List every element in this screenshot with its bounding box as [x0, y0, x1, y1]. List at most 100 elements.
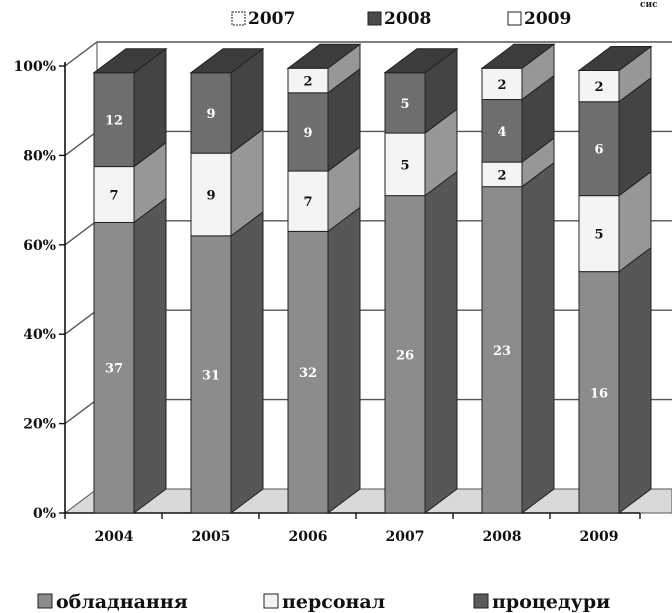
- bar-segment-side: [424, 170, 458, 514]
- bar-segment-front: [481, 99, 523, 163]
- data-label: 2: [303, 75, 312, 90]
- bar-2009: 16 5 6 2: [577, 45, 653, 514]
- bar-2004: 37 7 12: [92, 47, 168, 514]
- bar-segment-front: [287, 230, 329, 514]
- bar-segment: 23: [481, 161, 555, 514]
- bar-2007: 26 5 5: [383, 47, 459, 514]
- top-legend-label-2007: 2007: [248, 9, 295, 29]
- bar-2006: 32 7 9 2: [286, 43, 362, 514]
- axes: 0% 20% 40% 60% 80% 100% 2004 2005 2006 2007 2008 20…: [13, 59, 641, 545]
- y-tick-label: 40%: [23, 327, 56, 343]
- bar-segment: 2: [481, 43, 555, 101]
- bar-2005: 31 9 9: [189, 47, 265, 514]
- dark-gray-square-icon: [473, 593, 489, 609]
- bar-segment-side: [618, 246, 652, 514]
- data-label: 2: [594, 80, 603, 95]
- bar-segment-front: [93, 166, 135, 223]
- data-label: 9: [206, 107, 215, 122]
- data-label: 9: [206, 189, 215, 204]
- data-label: 31: [202, 368, 220, 383]
- bar-top: [286, 43, 362, 69]
- bar-segment-front: [481, 186, 523, 514]
- bar-segment-front: [578, 271, 620, 514]
- data-label: 7: [109, 189, 118, 204]
- bar-segment: 2: [287, 43, 361, 94]
- x-tick-label: 2004: [95, 529, 134, 545]
- top-legend-item-2009: 2009: [507, 9, 571, 29]
- bar-segment: 9: [287, 67, 361, 173]
- data-label: 5: [400, 97, 409, 112]
- bottom-legend: обладнання персонал процедури: [37, 591, 610, 613]
- x-tick-label: 2005: [192, 529, 231, 545]
- white-square-icon: [507, 11, 522, 26]
- bar-segment: 26: [384, 170, 458, 514]
- data-label: 7: [303, 195, 312, 210]
- bar-2008: 23 2 4 2: [480, 43, 556, 514]
- data-label: 5: [594, 228, 603, 243]
- data-label: 16: [590, 386, 608, 401]
- data-label: 5: [400, 158, 409, 173]
- x-tick-label: 2008: [483, 529, 522, 545]
- bar-segment-side: [133, 197, 167, 514]
- bar-segment-front: [190, 235, 232, 514]
- data-label: 32: [299, 366, 317, 381]
- bar-segment: 31: [190, 210, 264, 514]
- y-tick-label: 60%: [23, 238, 56, 254]
- bar-segment-front: [384, 195, 426, 514]
- y-tick-label: 100%: [13, 59, 56, 75]
- bar-segment: 5: [578, 170, 652, 273]
- bar-segment: 32: [287, 206, 361, 514]
- bar-segment: 9: [190, 47, 264, 155]
- bar-top: [383, 48, 459, 74]
- data-label: 37: [105, 362, 123, 377]
- data-label: 2: [497, 78, 506, 93]
- bar-segment-side: [230, 210, 264, 514]
- bar-segment-front: [578, 69, 620, 103]
- bar-segment: 4: [481, 74, 555, 164]
- legend-item-protsedury: процедури: [473, 591, 610, 613]
- bar-top: [92, 48, 168, 74]
- data-label: 6: [594, 143, 603, 158]
- x-tick-label: 2006: [289, 529, 328, 545]
- dark-square-icon: [367, 11, 382, 26]
- gray-square-icon: [37, 593, 53, 609]
- y-tick-label: 0%: [33, 506, 56, 522]
- data-label: 2: [497, 168, 506, 183]
- bars: 37 7 12 31 9 9 32 7 9 2 26 5 5 23 2 4 2 16 5 6 2: [92, 43, 653, 514]
- bar-segment: 12: [93, 47, 167, 168]
- top-legend-item-2007: 2007: [231, 9, 295, 29]
- data-label: 26: [396, 348, 414, 363]
- bar-segment: 7: [93, 141, 167, 224]
- bar-segment-front: [190, 152, 232, 237]
- bar-segment: 9: [190, 128, 264, 237]
- bar-segment-front: [190, 72, 232, 154]
- top-legend-label-2009: 2009: [524, 9, 571, 29]
- y-tick-label: 20%: [23, 417, 56, 433]
- dotted-square-icon: [231, 11, 246, 26]
- bar-segment: 37: [93, 197, 167, 514]
- top-legend-item-2008: 2008: [367, 9, 431, 29]
- bar-segment-side: [327, 206, 361, 514]
- bar-top: [189, 48, 265, 74]
- x-tick-label: 2009: [580, 529, 619, 545]
- data-label: 9: [303, 126, 312, 141]
- x-tick-label: 2007: [386, 529, 425, 545]
- data-label: 4: [497, 125, 506, 140]
- white-square-icon: [263, 593, 279, 609]
- bar-segment-front: [93, 72, 135, 168]
- legend-item-personal: персонал: [263, 591, 385, 613]
- bar-segment-front: [384, 72, 426, 134]
- bar-top: [480, 43, 556, 69]
- data-label: 12: [105, 114, 123, 129]
- legend-label-obladnannya: обладнання: [56, 591, 188, 613]
- data-label: 23: [493, 344, 511, 359]
- legend-label-protsedury: процедури: [492, 591, 610, 613]
- top-legend-label-2008: 2008: [384, 9, 431, 29]
- bar-segment-front: [578, 195, 620, 273]
- bar-segment-side: [521, 161, 555, 514]
- legend-item-obladnannya: обладнання: [37, 591, 188, 613]
- legend-label-personal: персонал: [282, 591, 385, 613]
- corner-label: сис: [640, 0, 658, 10]
- y-tick-label: 80%: [23, 148, 56, 164]
